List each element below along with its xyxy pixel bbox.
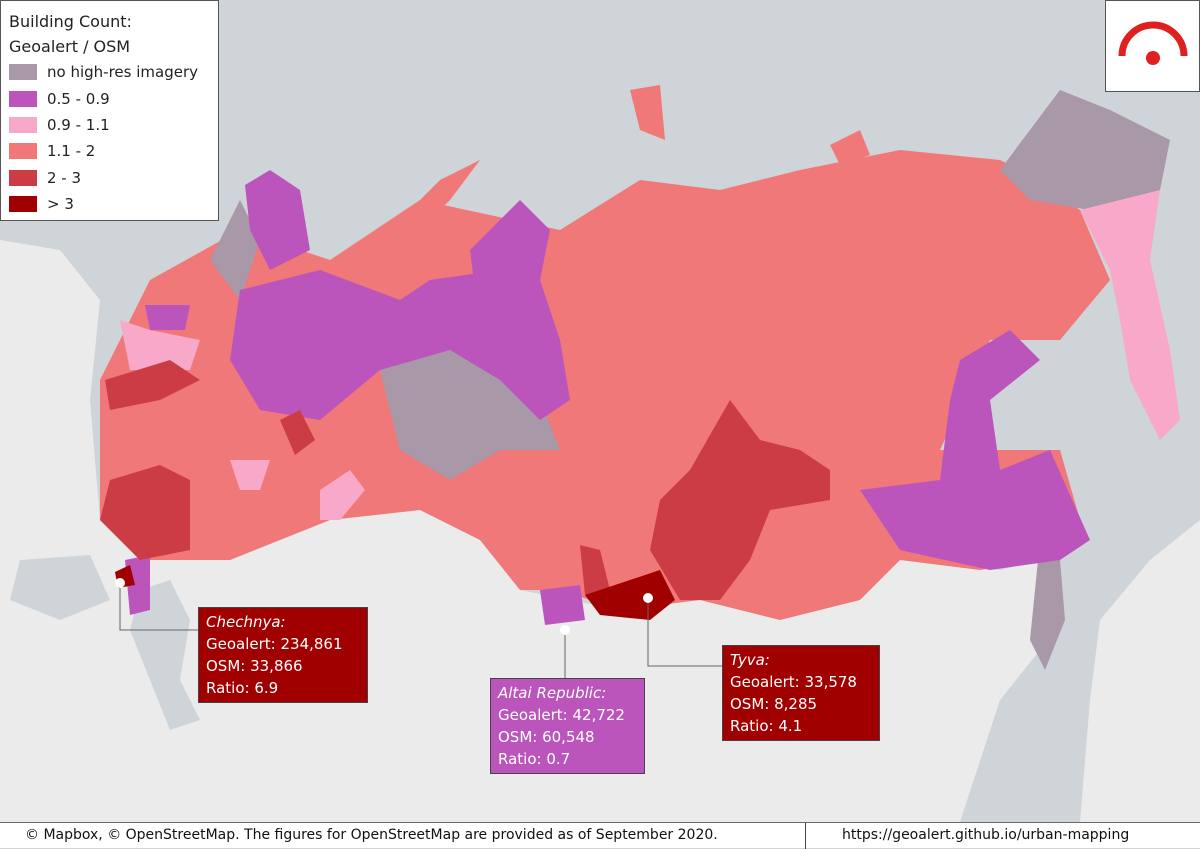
divider (805, 823, 806, 849)
callout-name: Altai Republic: (498, 684, 607, 702)
region (120, 320, 200, 370)
region (320, 470, 365, 520)
region (145, 305, 190, 330)
legend-swatch (9, 196, 37, 213)
legend-item: 0.9 - 1.1 (9, 112, 210, 138)
callout-line: Geoalert: 42,722 (498, 706, 625, 724)
legend-label: 0.9 - 1.1 (47, 115, 110, 134)
legend-title: Geoalert / OSM (9, 37, 131, 56)
legend-label: 0.5 - 0.9 (47, 89, 110, 108)
region (380, 330, 560, 480)
black-sea (10, 555, 110, 620)
region (105, 360, 200, 410)
legend-label: 1.1 - 2 (47, 142, 96, 161)
legend-item: 1.1 - 2 (9, 138, 210, 164)
legend-swatch (9, 143, 37, 160)
marker (643, 593, 653, 603)
leader-line (119, 583, 198, 631)
callout-line: Ratio: 4.1 (730, 717, 803, 735)
land (1080, 520, 1200, 822)
region (1030, 540, 1065, 670)
caspian (130, 580, 200, 730)
legend-title: Building Count: (9, 12, 132, 31)
legend-label: > 3 (47, 195, 74, 214)
url: https://geoalert.github.io/urban-mapping (842, 827, 1130, 843)
logo-icon (1118, 21, 1188, 65)
legend-label: 2 - 3 (47, 168, 82, 187)
region (585, 570, 675, 620)
legend-swatch (9, 90, 37, 107)
region (245, 170, 310, 270)
region (100, 465, 190, 560)
region (580, 545, 610, 595)
marker (560, 625, 570, 635)
callout-name: Chechnya: (206, 613, 286, 631)
legend-swatch (9, 116, 37, 133)
legend-item: > 3 (9, 191, 210, 217)
callout-line: Ratio: 6.9 (206, 679, 279, 697)
callout: Chechnya: Geoalert: 234,861 OSM: 33,866 Rat… (198, 607, 368, 703)
legend-item: 2 - 3 (9, 165, 210, 191)
callout-line: OSM: 33,866 (206, 657, 303, 675)
callout-name: Tyva: (730, 651, 770, 669)
region (630, 85, 665, 140)
callout-line: OSM: 60,548 (498, 728, 595, 746)
legend-item: no high-res imagery (9, 59, 210, 85)
callout-line: Geoalert: 234,861 (206, 635, 343, 653)
region (280, 410, 315, 455)
legend-label: no high-res imagery (47, 63, 198, 82)
region (1000, 90, 1170, 210)
region (470, 200, 550, 330)
legend-swatch (9, 169, 37, 186)
marker (115, 578, 125, 588)
region (540, 585, 585, 625)
region (230, 460, 270, 490)
leader-line (647, 598, 722, 667)
attribution: © Mapbox, © OpenStreetMap. The figures f… (25, 827, 718, 843)
legend-item: 0.5 - 0.9 (9, 85, 210, 111)
legend: Building Count: Geoalert / OSM no high-r… (0, 0, 219, 221)
callout-line: OSM: 8,285 (730, 695, 818, 713)
legend-swatch (9, 64, 37, 81)
callout-line: Geoalert: 33,578 (730, 673, 857, 691)
footer: © Mapbox, © OpenStreetMap. The figures f… (0, 822, 1200, 849)
region (410, 160, 480, 230)
region (650, 400, 830, 600)
region (860, 330, 1090, 570)
callout-line: Ratio: 0.7 (498, 750, 571, 768)
callout: Tyva: Geoalert: 33,578 OSM: 8,285 Ratio: 4.… (722, 645, 880, 741)
logo (1105, 0, 1200, 92)
region (830, 130, 870, 165)
callout: Altai Republic: Geoalert: 42,722 OSM: 60,5… (490, 678, 645, 774)
region (210, 200, 260, 300)
region (1080, 190, 1180, 440)
